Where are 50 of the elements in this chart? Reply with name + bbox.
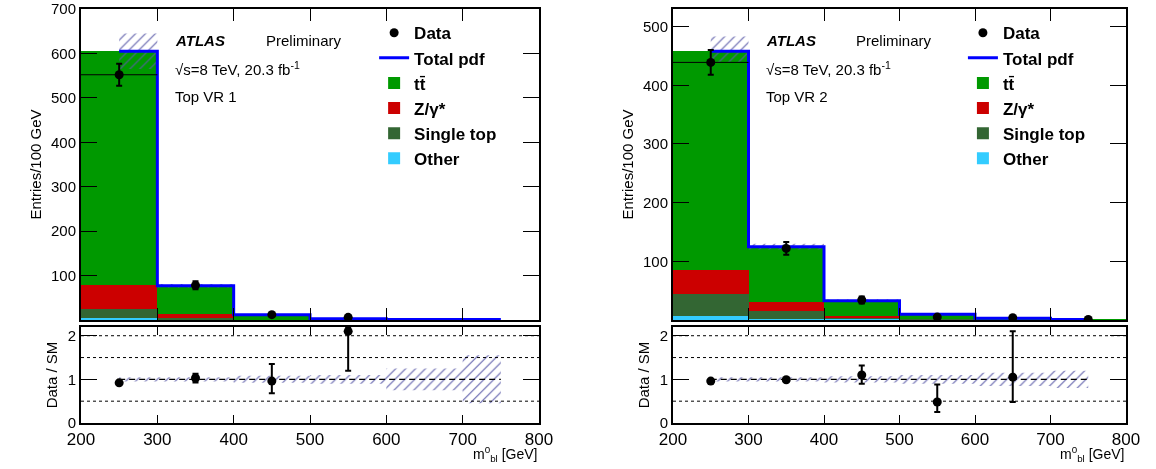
y-tick-label: 2 bbox=[67, 326, 76, 344]
annotation: ATLAS bbox=[766, 32, 816, 49]
y-tick-label: 400 bbox=[642, 76, 668, 94]
y-tick-label: 500 bbox=[642, 17, 668, 35]
y-tick-label: 300 bbox=[50, 177, 76, 195]
annotation: Preliminary bbox=[266, 32, 342, 49]
x-tick-label: 600 bbox=[372, 430, 401, 450]
y-tick-label: 500 bbox=[50, 89, 76, 107]
y-tick-label: 2 bbox=[659, 326, 668, 344]
y-tick-label: 300 bbox=[642, 135, 668, 153]
y-axis-title: Data / SM bbox=[43, 341, 61, 409]
legend-label: Z/γ* bbox=[414, 99, 446, 119]
x-tick-label: 500 bbox=[295, 430, 325, 450]
x-tick-label: 500 bbox=[885, 430, 914, 450]
x-tick-label: 600 bbox=[960, 430, 990, 450]
y-axis-title: Entries/100 GeV bbox=[26, 109, 44, 220]
legend-label: Single top bbox=[414, 124, 497, 144]
x-tick-label: 400 bbox=[219, 430, 248, 450]
legend-label: Data bbox=[1002, 24, 1041, 44]
legend-label: Z/γ* bbox=[1002, 99, 1035, 119]
y-tick-label: 700 bbox=[50, 0, 76, 18]
annotation: Preliminary bbox=[856, 32, 932, 49]
legend-label: Total pdf bbox=[1002, 49, 1074, 69]
legend-label: Other bbox=[1002, 149, 1049, 169]
y-tick-label: 200 bbox=[642, 193, 668, 211]
y-tick-label: 600 bbox=[50, 44, 76, 62]
legend-label: tt̄ bbox=[414, 74, 426, 94]
y-tick-label: 200 bbox=[50, 222, 76, 240]
x-tick-label: 300 bbox=[734, 430, 763, 450]
x-tick-label: 300 bbox=[143, 430, 172, 450]
y-tick-label: 0 bbox=[67, 414, 76, 432]
legend-label: Total pdf bbox=[414, 49, 485, 69]
y-axis-title: Data / SM bbox=[635, 341, 653, 409]
y-tick-label: 0 bbox=[659, 414, 668, 432]
legend-label: Single top bbox=[1002, 124, 1086, 144]
legend-label: tt̄ bbox=[1002, 74, 1015, 94]
annotation: √s=8 TeV, 20.3 fb$^{-1}$ bbox=[175, 59, 300, 79]
y-tick-label: 100 bbox=[642, 252, 668, 270]
annotation: ATLAS bbox=[175, 32, 225, 49]
y-axis-title: Entries/100 GeV bbox=[618, 109, 636, 220]
annotation: √s=8 TeV, 20.3 fb$^{-1}$ bbox=[766, 59, 891, 79]
y-tick-label: 1 bbox=[659, 370, 668, 388]
annotation: Top VR 1 bbox=[175, 88, 237, 105]
y-tick-label: 100 bbox=[50, 266, 76, 284]
legend-label: Data bbox=[414, 24, 452, 44]
annotation: Top VR 2 bbox=[766, 88, 828, 105]
y-tick-label: 400 bbox=[50, 133, 76, 151]
legend-label: Other bbox=[414, 149, 460, 169]
y-tick-label: 1 bbox=[67, 370, 76, 388]
x-tick-label: 400 bbox=[809, 430, 839, 450]
